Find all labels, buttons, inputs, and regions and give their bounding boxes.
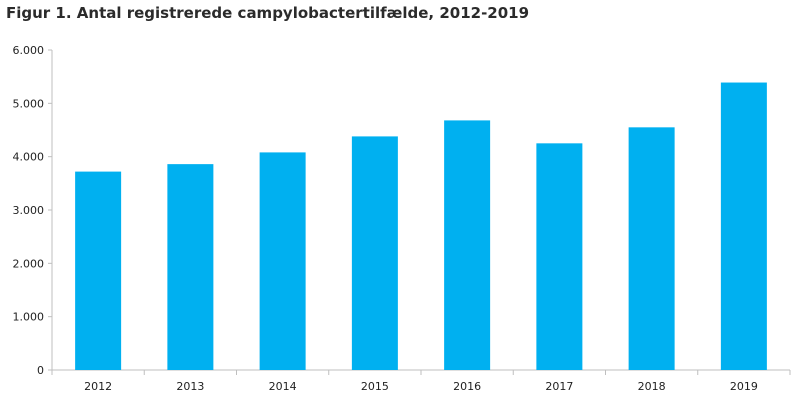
x-tick-label: 2018 [638,380,666,393]
y-tick-label: 1.000 [13,311,45,324]
x-tick-label: 2014 [269,380,297,393]
y-tick-label: 0 [37,364,44,377]
bar-2012 [75,171,122,370]
bar-2017 [536,143,583,370]
y-tick-label: 4.000 [13,151,45,164]
x-tick-label: 2015 [361,380,389,393]
bar-2018 [628,127,675,370]
bar-2016 [444,120,491,371]
bar-2014 [259,152,306,370]
x-tick-label: 2017 [545,380,573,393]
bars [75,82,767,371]
x-tick-label: 2012 [84,380,112,393]
x-axis: 2012 2013 2014 2015 2016 2017 2018 2019 [51,369,791,393]
x-tick-label: 2013 [176,380,204,393]
x-tick-label: 2016 [453,380,481,393]
x-tick-label: 2019 [730,380,758,393]
bar-2019 [720,82,767,371]
y-tick-label: 3.000 [13,204,45,217]
bar-2013 [167,164,214,370]
chart-title: Figur 1. Antal registrerede campylobacte… [6,4,530,22]
y-tick-label: 6.000 [13,44,45,57]
y-axis: 0 1.000 2.000 3.000 4.000 5.000 6.000 [13,44,53,377]
y-tick-label: 5.000 [13,97,45,110]
bar-2015 [351,136,398,370]
y-tick-label: 2.000 [13,257,45,270]
